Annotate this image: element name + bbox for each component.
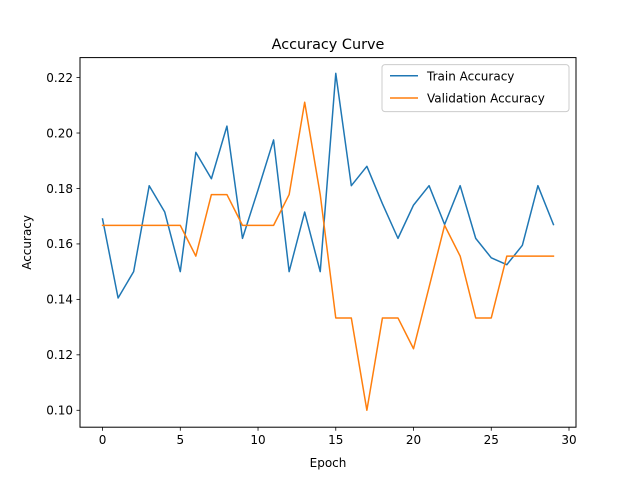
y-tick-label: 0.12 bbox=[46, 348, 73, 362]
x-tick-label: 5 bbox=[176, 433, 184, 447]
x-tick-label: 0 bbox=[99, 433, 107, 447]
x-tick-label: 10 bbox=[250, 433, 265, 447]
y-tick-label: 0.14 bbox=[46, 293, 73, 307]
y-axis-label: Accuracy bbox=[20, 215, 34, 270]
chart-title: Accuracy Curve bbox=[272, 37, 385, 53]
y-tick-label: 0.16 bbox=[46, 237, 73, 251]
legend-box bbox=[381, 64, 570, 113]
y-tick-label: 0.18 bbox=[46, 182, 73, 196]
x-axis-label: Epoch bbox=[310, 456, 347, 470]
y-tick-label: 0.20 bbox=[46, 126, 73, 140]
x-tick-label: 20 bbox=[406, 433, 421, 447]
legend-label-validation: Validation Accuracy bbox=[427, 92, 545, 106]
x-axis-ticks: 0 5 10 15 20 25 30 bbox=[99, 427, 577, 447]
x-tick-label: 25 bbox=[484, 433, 499, 447]
legend: Train Accuracy Validation Accuracy bbox=[381, 64, 570, 113]
series-line-train-accuracy bbox=[101, 72, 555, 299]
legend-label-train: Train Accuracy bbox=[426, 69, 514, 83]
x-tick-label: 30 bbox=[561, 433, 576, 447]
series-line-validation-accuracy bbox=[101, 101, 555, 412]
axes-frame bbox=[79, 57, 577, 428]
y-axis-ticks: 0.10 0.12 0.14 0.16 0.18 0.20 0.22 bbox=[46, 71, 80, 418]
x-tick-label: 15 bbox=[328, 433, 343, 447]
plot-lines bbox=[101, 72, 555, 412]
y-tick-label: 0.10 bbox=[46, 404, 73, 418]
y-tick-label: 0.22 bbox=[46, 71, 73, 85]
